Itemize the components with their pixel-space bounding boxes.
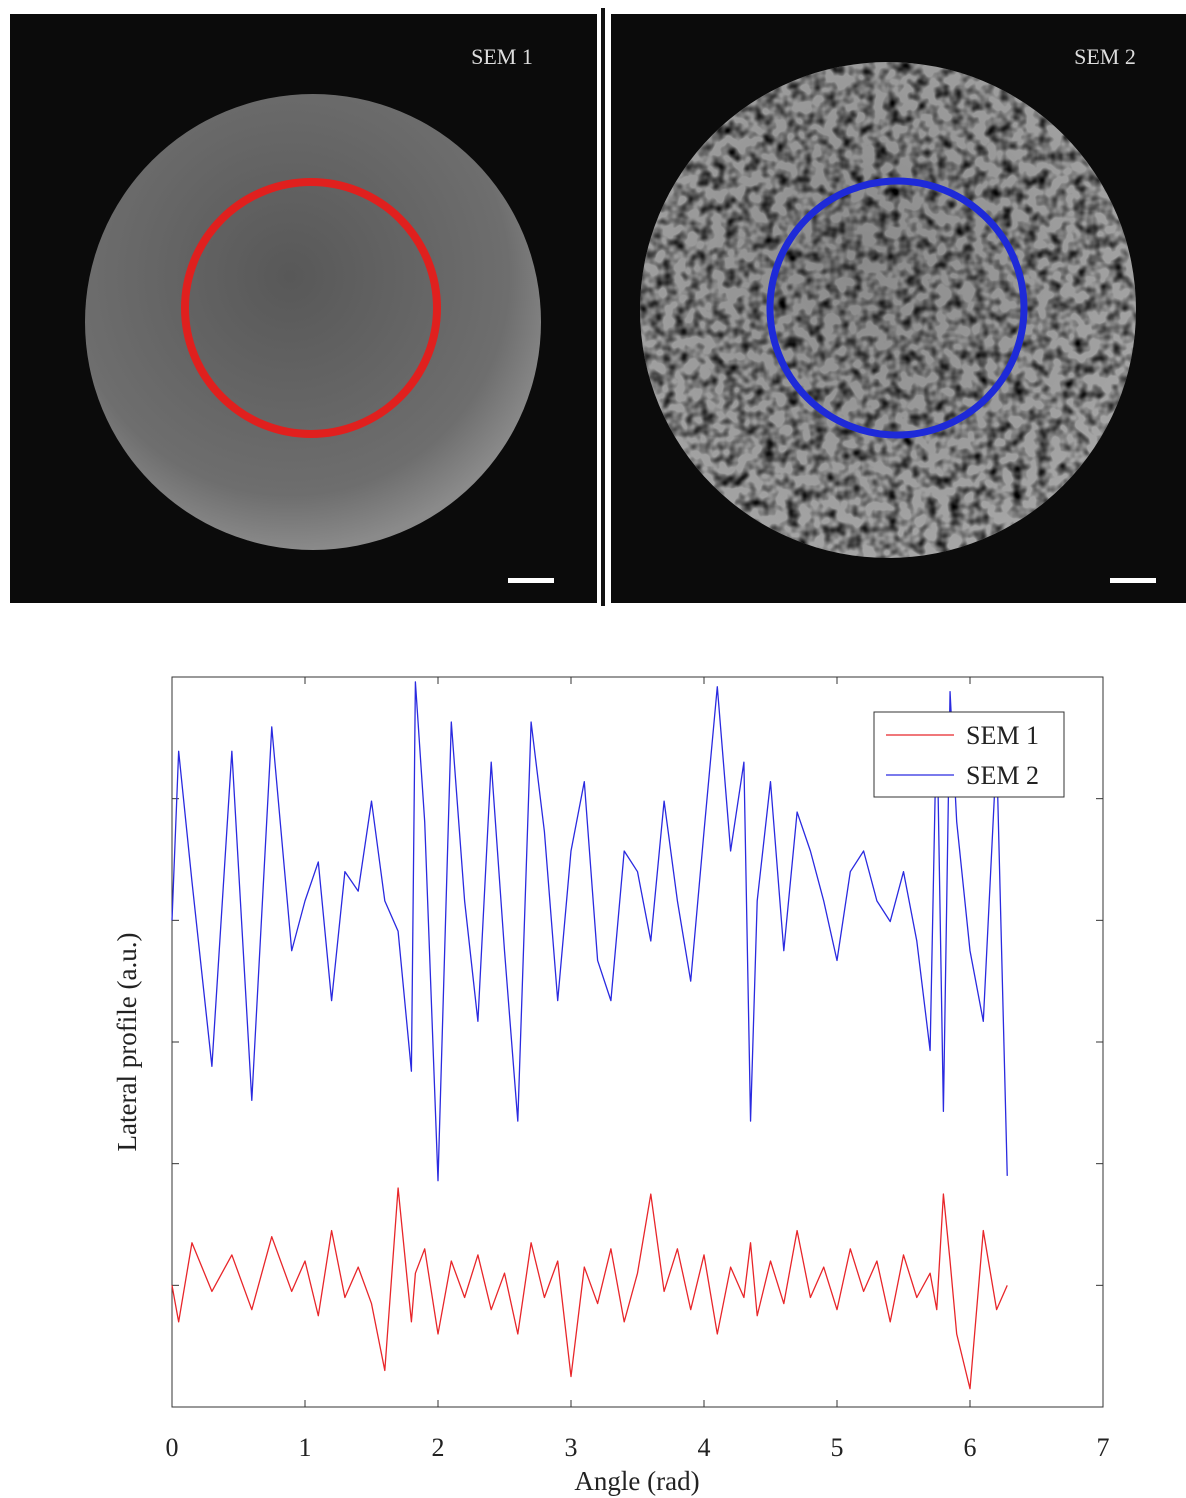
data-line: [171, 681, 1008, 1182]
x-tick-label: 1: [299, 1433, 312, 1462]
x-tick-label: 4: [698, 1433, 711, 1462]
x-tick-label: 7: [1097, 1433, 1110, 1462]
sem-panel-2: SEM 2: [611, 14, 1186, 603]
panel-label: SEM 2: [1074, 44, 1136, 69]
legend-label: SEM 2: [966, 761, 1039, 790]
x-tick-label: 5: [831, 1433, 844, 1462]
sem-panel-1: SEM 1: [10, 14, 597, 603]
x-tick-label: 6: [964, 1433, 977, 1462]
legend-label: SEM 1: [966, 721, 1039, 750]
x-tick-label: 3: [565, 1433, 578, 1462]
x-axis-label: Angle (rad): [574, 1466, 699, 1496]
y-axis-label: Lateral profile (a.u.): [112, 933, 142, 1152]
legend-box: [873, 711, 1065, 798]
x-tick-label: 0: [166, 1433, 179, 1462]
divider: [601, 8, 605, 606]
panel-label: SEM 1: [471, 44, 533, 69]
data-line: [171, 1187, 1008, 1390]
x-tick-label: 2: [432, 1433, 445, 1462]
chart: Angle (rad) Lateral profile (a.u.) 0 1 2 3 4…: [112, 676, 1110, 1496]
